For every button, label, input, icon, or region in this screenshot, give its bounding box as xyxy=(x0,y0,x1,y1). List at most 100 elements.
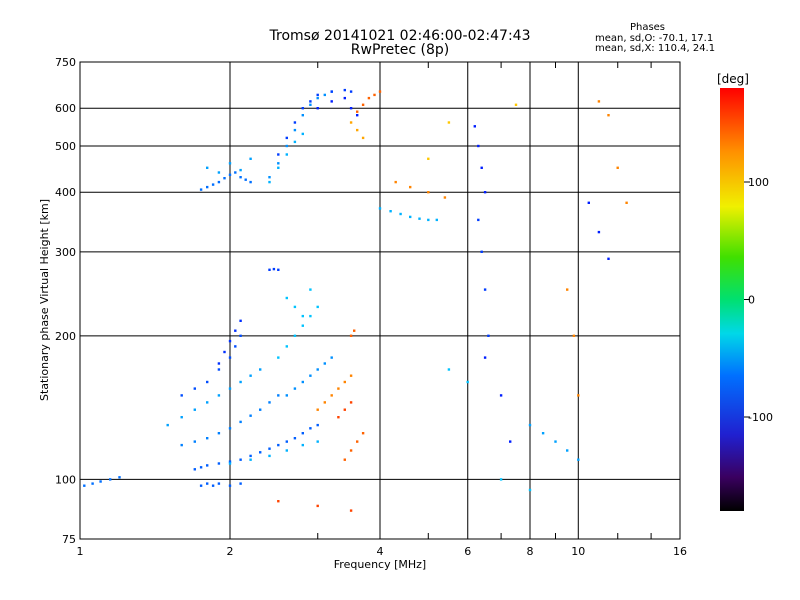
data-point xyxy=(316,305,319,309)
data-point xyxy=(477,144,480,148)
data-point xyxy=(356,114,359,117)
axis-ticks: 1 2 4 6 8 10 16 75 100 200 300 400 500 600 750 xyxy=(55,56,687,558)
data-point xyxy=(316,96,319,100)
data-point xyxy=(361,136,365,140)
x-tick-label: 4 xyxy=(377,545,384,558)
data-point xyxy=(259,368,262,371)
data-point xyxy=(343,408,346,411)
data-point xyxy=(239,176,242,179)
data-point xyxy=(293,140,297,144)
data-point xyxy=(239,380,242,384)
data-point xyxy=(316,93,319,97)
data-point xyxy=(587,201,590,204)
data-point xyxy=(330,394,333,397)
data-point xyxy=(239,168,242,172)
data-point xyxy=(249,414,252,417)
y-tick-label: 300 xyxy=(55,246,76,259)
data-point xyxy=(109,478,112,481)
data-point xyxy=(239,420,242,424)
data-point xyxy=(217,362,221,365)
data-point xyxy=(118,476,121,479)
data-point xyxy=(293,128,297,132)
data-point xyxy=(99,480,102,483)
data-point xyxy=(301,432,304,435)
data-point xyxy=(343,380,346,384)
data-point xyxy=(499,394,503,397)
data-point xyxy=(228,162,232,165)
data-points xyxy=(83,88,628,512)
data-point xyxy=(566,449,569,452)
data-point xyxy=(228,427,232,430)
data-point xyxy=(509,440,512,443)
colorbar-label: [deg] xyxy=(717,72,749,86)
data-point xyxy=(309,427,312,430)
data-point xyxy=(499,478,503,481)
data-point xyxy=(193,408,196,411)
data-point xyxy=(349,90,353,93)
colorbar-tick-label: -100 xyxy=(748,411,773,424)
data-point xyxy=(268,454,271,458)
data-point xyxy=(277,268,280,271)
data-point xyxy=(399,212,402,216)
data-point xyxy=(285,345,288,348)
data-point xyxy=(616,166,619,169)
data-point xyxy=(277,500,280,503)
colorbar-tick-label: 100 xyxy=(748,176,769,189)
data-point xyxy=(268,268,271,271)
data-point xyxy=(378,90,382,93)
data-point xyxy=(447,121,451,124)
data-point xyxy=(316,368,319,371)
data-point xyxy=(206,185,209,189)
data-point xyxy=(228,460,232,463)
data-point xyxy=(285,296,288,300)
data-point xyxy=(597,230,601,234)
data-point xyxy=(427,218,430,222)
data-point xyxy=(343,96,346,100)
x-tick-label: 16 xyxy=(673,545,687,558)
data-point xyxy=(223,350,226,354)
colorbar-tick-label: 0 xyxy=(748,294,755,307)
data-point xyxy=(217,482,221,485)
data-point xyxy=(435,218,438,222)
data-point xyxy=(323,362,326,365)
data-point xyxy=(268,176,271,179)
data-point xyxy=(217,462,221,465)
data-point xyxy=(249,458,252,461)
data-point xyxy=(206,482,209,485)
data-point xyxy=(268,401,271,404)
data-point xyxy=(301,314,304,318)
data-point xyxy=(239,334,242,337)
data-point xyxy=(394,180,397,184)
data-point xyxy=(316,440,319,443)
data-point xyxy=(239,458,242,461)
data-point xyxy=(228,462,232,465)
data-point xyxy=(367,96,371,100)
data-point xyxy=(409,185,412,189)
data-point xyxy=(443,196,447,199)
data-point xyxy=(228,173,232,176)
x-tick-label: 2 xyxy=(227,545,234,558)
chart-title: Tromsø 20141021 02:46:00-02:47:43 xyxy=(269,28,531,44)
data-point xyxy=(389,210,392,213)
data-point xyxy=(487,334,490,337)
data-point xyxy=(277,443,280,447)
data-point xyxy=(277,153,280,156)
data-point xyxy=(234,171,237,174)
data-point xyxy=(293,121,297,124)
data-point xyxy=(373,93,376,97)
data-point xyxy=(577,458,580,461)
data-point xyxy=(180,416,183,419)
data-point xyxy=(330,356,333,359)
stats-o-line: mean, sd,O: -70.1, 17.1 xyxy=(595,33,714,44)
data-point xyxy=(330,100,333,103)
x-tick-label: 8 xyxy=(527,545,534,558)
data-point xyxy=(301,107,304,110)
data-point xyxy=(378,207,382,210)
data-point xyxy=(301,132,304,136)
data-point xyxy=(234,329,237,332)
data-point xyxy=(206,437,209,440)
data-point xyxy=(285,449,288,452)
data-point xyxy=(301,380,304,384)
data-point xyxy=(217,432,221,435)
data-point xyxy=(277,394,280,397)
